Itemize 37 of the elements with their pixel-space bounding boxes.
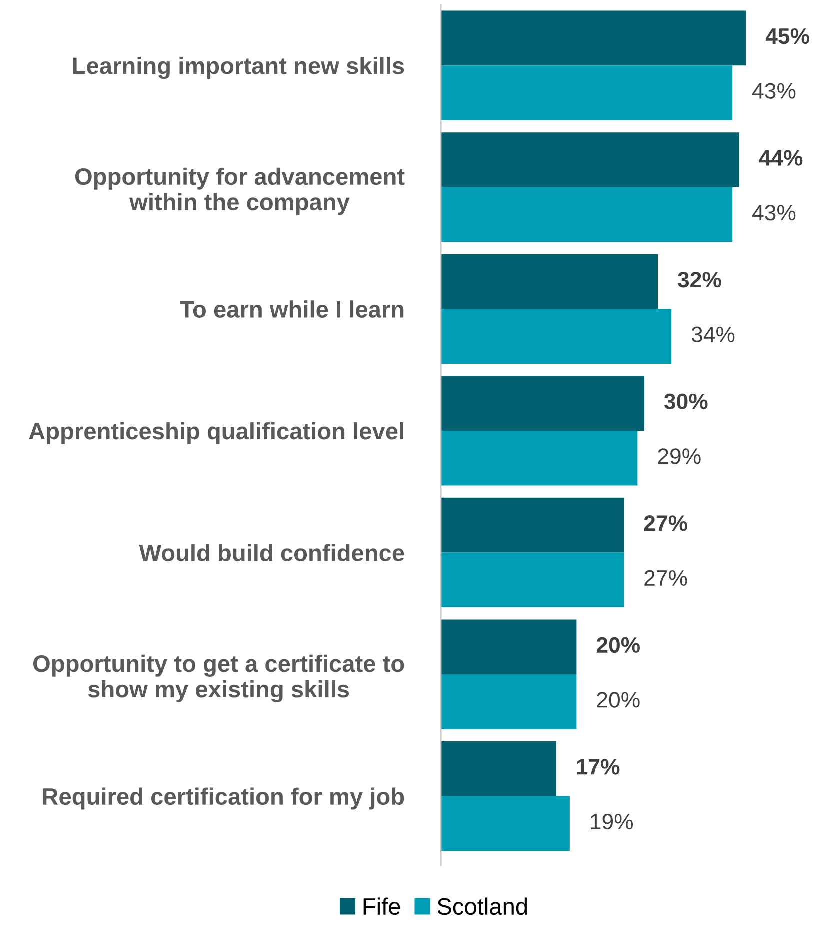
data-label: 27% bbox=[644, 516, 688, 532]
data-label: 34% bbox=[692, 326, 735, 343]
data-label: 20% bbox=[597, 692, 640, 708]
bar bbox=[441, 742, 556, 796]
data-label: 19% bbox=[591, 814, 634, 830]
y-tick-label: Would build confidence bbox=[139, 544, 404, 562]
data-label: 43% bbox=[752, 205, 796, 221]
bar bbox=[441, 796, 570, 852]
y-tick-label: To earn while I learn bbox=[180, 300, 404, 318]
legend-label: Fife bbox=[364, 898, 400, 916]
data-label: 20% bbox=[596, 637, 640, 654]
y-tick-label: Opportunity for advancement within the company bbox=[75, 168, 405, 216]
data-label: 44% bbox=[759, 150, 803, 166]
y-tick-label: Learning important new skills bbox=[73, 57, 404, 80]
bar bbox=[441, 498, 624, 553]
data-label: 43% bbox=[752, 83, 796, 99]
bar bbox=[441, 187, 733, 242]
bar bbox=[441, 674, 577, 730]
y-tick-label: Required certification for my job bbox=[43, 788, 404, 810]
bar bbox=[441, 376, 644, 431]
bar bbox=[441, 430, 638, 486]
bar bbox=[441, 254, 658, 310]
legend-label: Scotland bbox=[438, 898, 528, 916]
data-label: 32% bbox=[678, 272, 722, 288]
bar bbox=[441, 309, 672, 364]
bar bbox=[441, 66, 733, 120]
data-label: 30% bbox=[664, 394, 708, 410]
data-label: 29% bbox=[658, 448, 701, 464]
data-label: 17% bbox=[577, 759, 620, 775]
data-label: 45% bbox=[766, 28, 810, 44]
bar bbox=[441, 10, 746, 66]
data-label: 27% bbox=[644, 570, 688, 586]
y-tick-label: Opportunity to get a certificate to show my existing skills bbox=[33, 654, 404, 703]
y-tick-label: Apprenticeship qualification level bbox=[29, 422, 404, 444]
bar bbox=[441, 132, 740, 188]
bar bbox=[441, 620, 577, 675]
bar bbox=[441, 552, 624, 608]
